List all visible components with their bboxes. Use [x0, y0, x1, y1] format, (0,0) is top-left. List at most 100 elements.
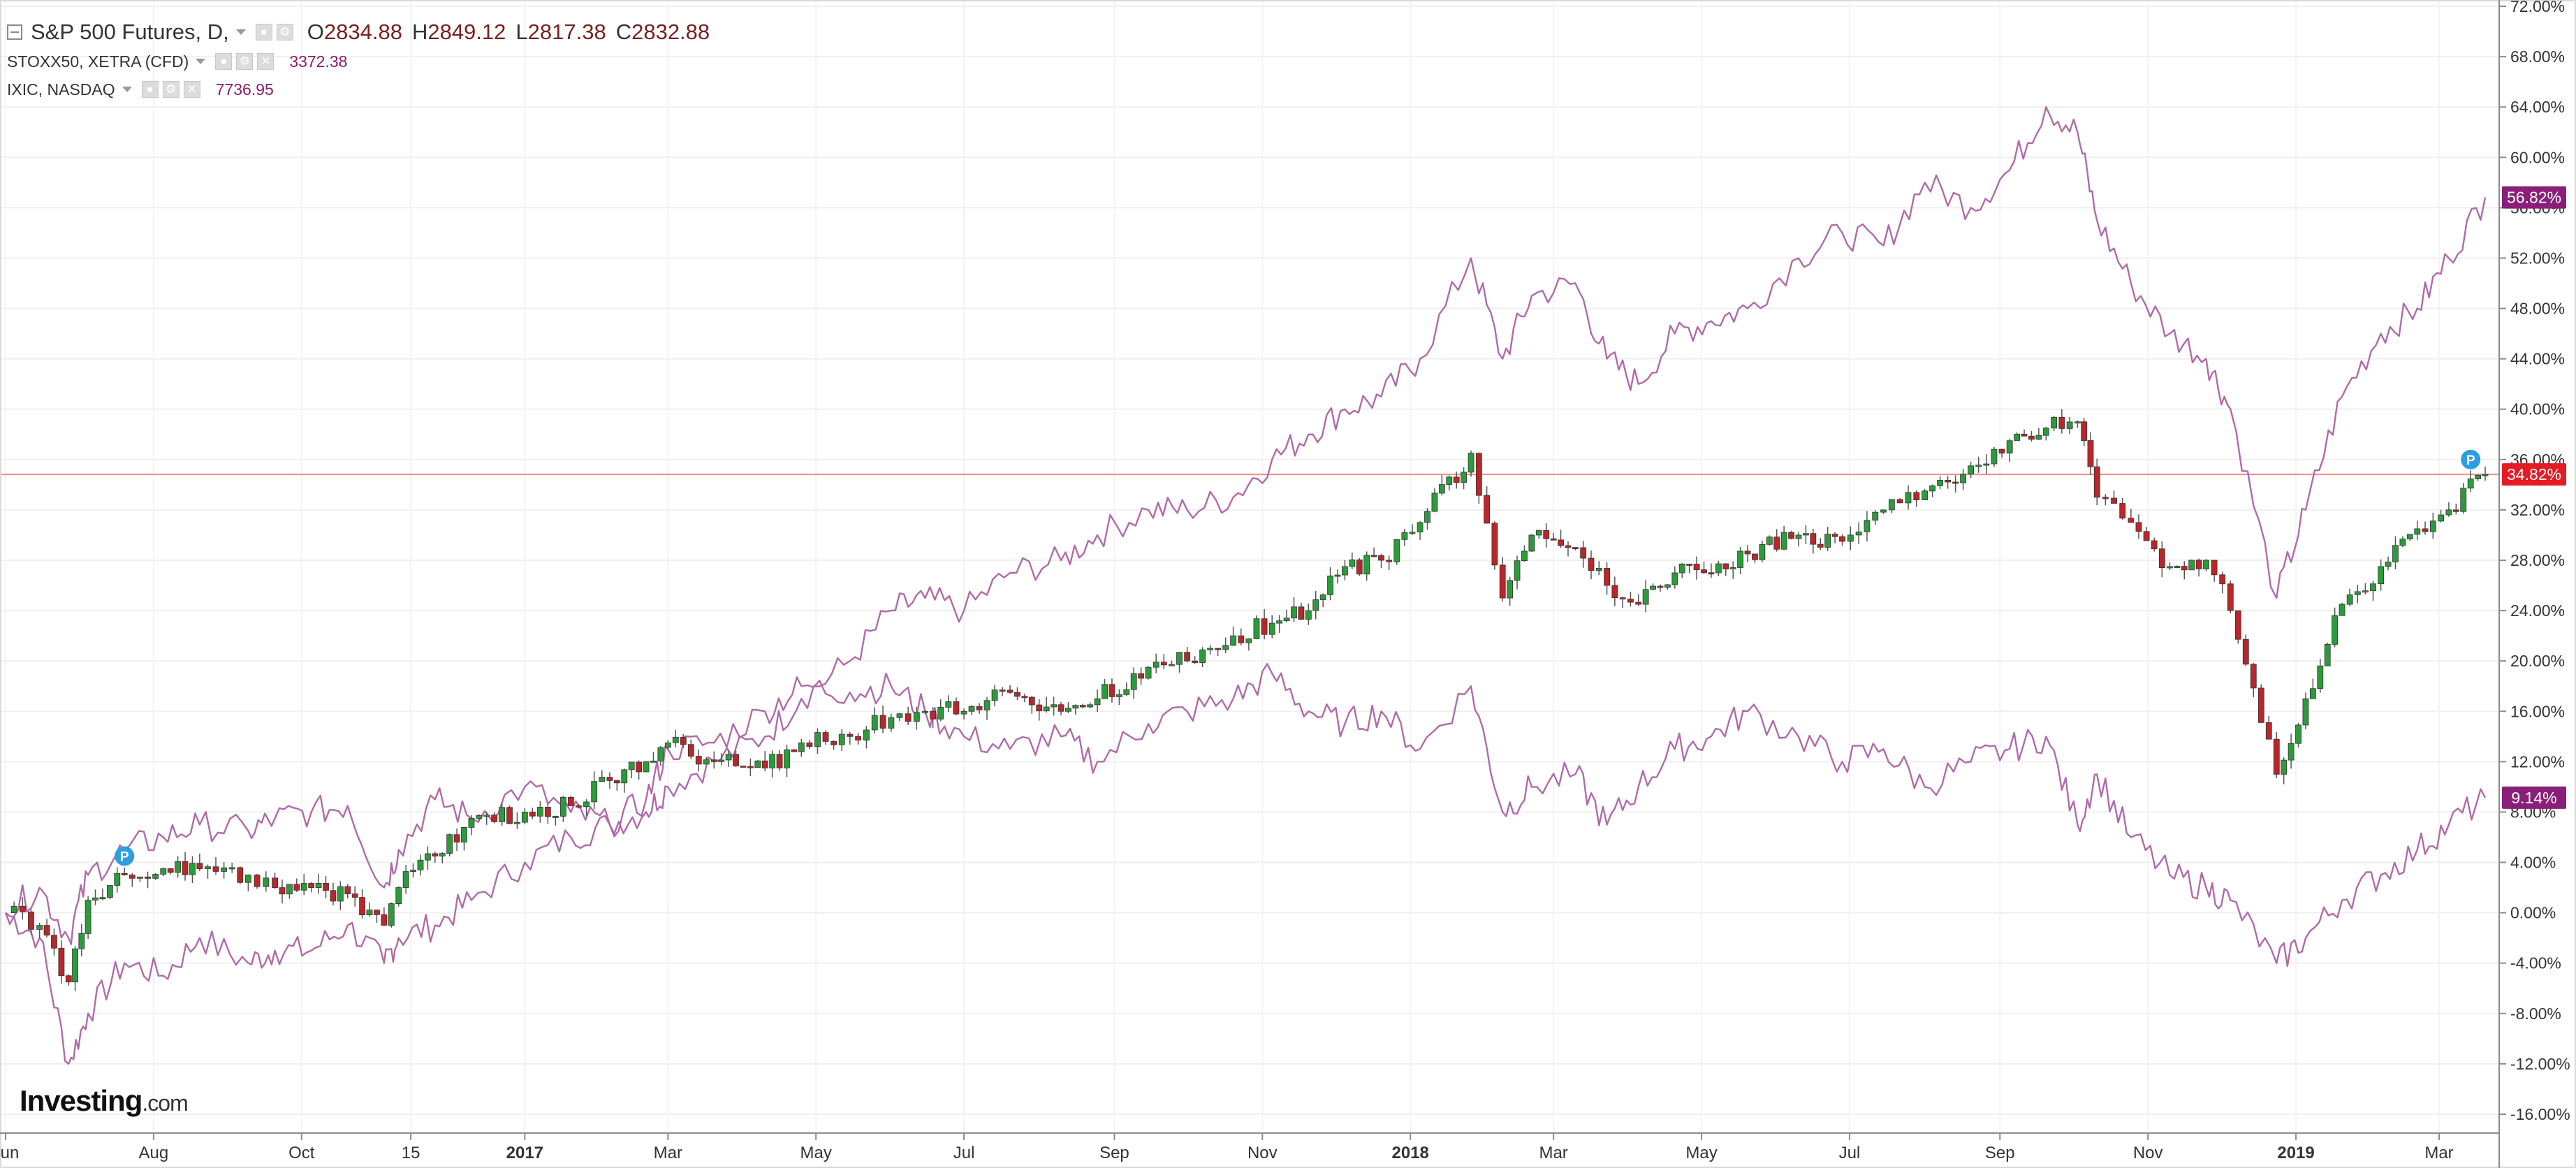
- candle-up: [937, 707, 944, 720]
- gear-icon[interactable]: ⚙: [162, 81, 180, 98]
- candle-down: [1945, 480, 1952, 483]
- candle-up: [1642, 589, 1649, 605]
- y-tick-label: 28.00%: [2510, 551, 2565, 569]
- candle-up: [1888, 499, 1895, 511]
- candle-up: [1968, 465, 1975, 474]
- x-tick-label: Aug: [139, 1144, 169, 1162]
- candle-up: [1199, 649, 1206, 663]
- candle-up: [922, 710, 928, 713]
- candle-up: [650, 760, 657, 763]
- candle-up: [152, 874, 159, 879]
- candle-down: [1192, 660, 1199, 663]
- candle-up: [798, 742, 805, 752]
- candle-down: [1708, 572, 1715, 575]
- x-tick-label: Mar: [2424, 1144, 2453, 1162]
- event-markers: PP: [115, 449, 2481, 866]
- candle-up: [1780, 532, 1787, 550]
- compare-line-3: [4, 663, 2487, 968]
- candle-down: [1238, 635, 1245, 643]
- candle-down: [308, 883, 315, 888]
- candle-down: [212, 866, 219, 872]
- candle-down: [453, 834, 460, 842]
- candle-up: [366, 910, 373, 916]
- candle-down: [1378, 555, 1384, 561]
- chevron-down-icon[interactable]: [196, 59, 206, 64]
- candle-down: [2143, 531, 2150, 541]
- candle-up: [1424, 511, 1430, 523]
- candle-up: [1802, 533, 1809, 536]
- y-tick-label: 4.00%: [2510, 854, 2556, 872]
- candle-up: [769, 754, 776, 768]
- candle-up: [2414, 528, 2421, 535]
- candle-up: [1650, 585, 1656, 590]
- candle-up: [1983, 463, 1990, 466]
- candle-down: [1036, 704, 1043, 712]
- candle-up: [395, 887, 402, 904]
- candle-up: [1087, 704, 1094, 708]
- candle-down: [905, 713, 912, 722]
- chevron-down-icon[interactable]: [235, 29, 246, 35]
- candle-up: [1671, 572, 1678, 585]
- candle-up: [2042, 428, 2049, 436]
- candle-up: [2354, 591, 2361, 595]
- chevron-down-icon[interactable]: [122, 87, 132, 92]
- candle-down: [129, 875, 136, 879]
- candle-down: [2257, 687, 2264, 723]
- collapse-icon[interactable]: [7, 24, 22, 40]
- candle-down: [344, 886, 351, 894]
- candle-down: [2135, 522, 2142, 532]
- candle-up: [1438, 484, 1445, 494]
- candle-up: [114, 873, 121, 886]
- candle-down: [58, 947, 65, 977]
- candle-down: [1580, 547, 1587, 559]
- eye-icon[interactable]: ●: [141, 81, 159, 98]
- candle-up: [1535, 530, 1542, 536]
- candle-up: [2370, 583, 2376, 592]
- candle-up: [2188, 560, 2195, 571]
- candle-up: [1715, 563, 1722, 574]
- candle-up: [2460, 488, 2467, 512]
- candle-up: [2317, 665, 2324, 689]
- candle-down: [1693, 564, 1700, 570]
- candle-up: [1521, 550, 1528, 562]
- logo-suffix: .com: [142, 1090, 188, 1116]
- candle-up: [591, 781, 598, 803]
- y-tick-label: 16.00%: [2510, 702, 2565, 720]
- candle-down: [1356, 560, 1363, 575]
- x-tick-label: Jul: [953, 1144, 975, 1162]
- candle-down: [359, 897, 366, 916]
- candle-up: [1729, 567, 1736, 569]
- eye-icon[interactable]: ●: [215, 53, 233, 70]
- gear-icon[interactable]: ⚙: [276, 24, 293, 41]
- candle-down: [2265, 722, 2272, 740]
- candle-up: [896, 713, 903, 718]
- candle-up: [703, 759, 710, 765]
- x-tick-label: Mar: [654, 1144, 682, 1162]
- candle-up: [2035, 435, 2042, 440]
- high-value: 2849.12: [427, 20, 506, 44]
- candle-down: [1453, 476, 1460, 483]
- candle-up: [1960, 474, 1967, 483]
- candle-down: [2452, 509, 2459, 512]
- eye-icon[interactable]: ●: [255, 24, 272, 41]
- candle-down: [2181, 566, 2188, 571]
- close-icon[interactable]: ✕: [257, 53, 275, 70]
- candle-up: [2167, 566, 2173, 569]
- candle-up: [244, 875, 251, 883]
- candle-up: [1102, 684, 1108, 699]
- candle-up: [1176, 652, 1183, 665]
- candle-up: [10, 905, 17, 914]
- candle-up: [2074, 421, 2081, 424]
- candle-down: [330, 890, 337, 902]
- candle-up: [2399, 539, 2406, 546]
- value-badges: 56.82% 34.82% 9.14%: [2502, 186, 2566, 809]
- candle-up: [814, 732, 821, 747]
- candle-down: [2028, 435, 2035, 440]
- candle-up: [599, 777, 606, 782]
- close-icon[interactable]: ✕: [183, 81, 200, 98]
- candle-up: [1276, 620, 1283, 624]
- y-tick-label: -16.00%: [2510, 1105, 2570, 1123]
- gear-icon[interactable]: ⚙: [236, 53, 254, 70]
